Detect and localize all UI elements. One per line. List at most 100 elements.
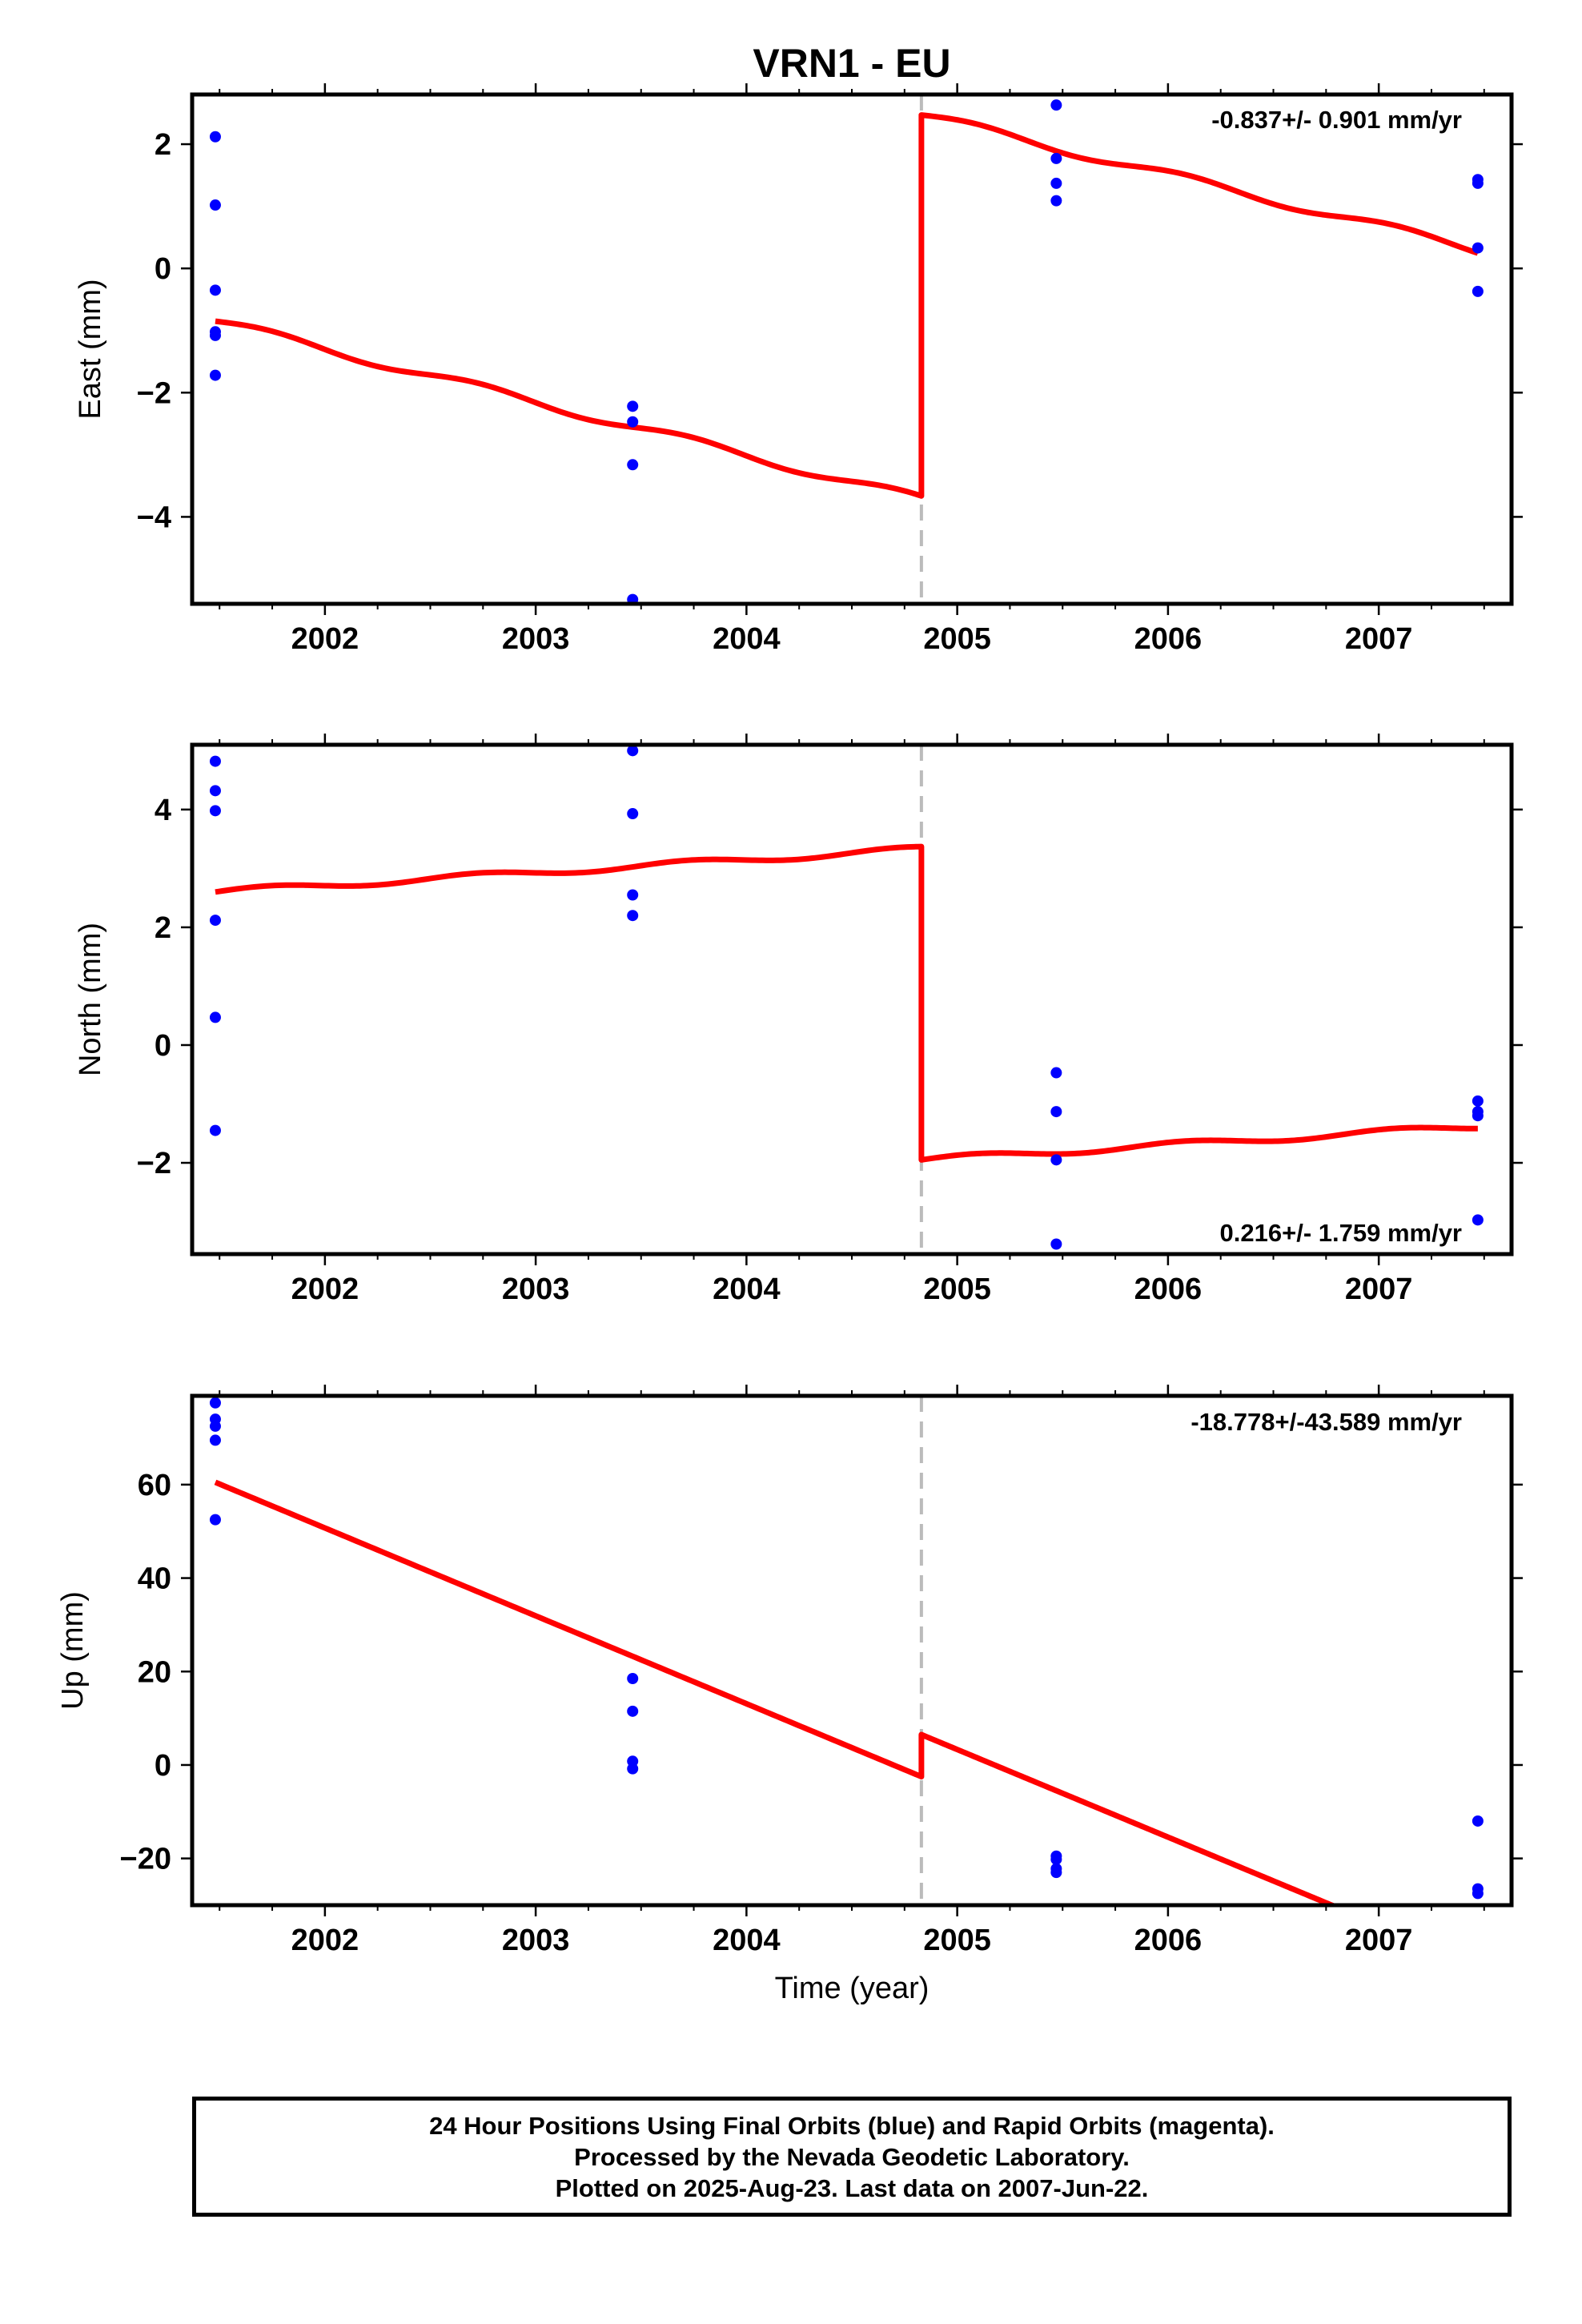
north-data-point [209, 1011, 221, 1023]
north-data-point [1050, 1106, 1062, 1118]
up-data-point [627, 1673, 639, 1685]
up-y-tick-label: 60 [138, 1469, 171, 1502]
up-model-line [214, 1479, 1339, 1905]
east-data-point [1472, 285, 1484, 297]
north-data-point [209, 915, 221, 927]
east-data-point [627, 400, 639, 412]
north-frame [190, 742, 1514, 1256]
north-model-line [215, 843, 1478, 1163]
caption-line-1: 24 Hour Positions Using Final Orbits (bl… [429, 2111, 1275, 2140]
north-data-point [627, 745, 639, 757]
north-panel: North (mm) 0.216+/- 1.759 mm/yr 2002 2003… [74, 734, 1523, 1306]
up-x-tick-label: 2004 [713, 1924, 781, 1957]
up-y-tick-label: 0 [155, 1749, 171, 1783]
north-data-point [1050, 1154, 1062, 1166]
east-x-tick-label: 2004 [713, 622, 781, 656]
north-data-point [1472, 1110, 1484, 1122]
north-ylabel: North (mm) [74, 923, 107, 1076]
north-data-point [209, 755, 221, 767]
east-data-point [209, 369, 221, 381]
north-x-tick-label: 2004 [713, 1273, 781, 1306]
north-x-tick-label: 2002 [291, 1273, 359, 1306]
north-plot-area [209, 745, 1484, 1254]
north-x-tick-label: 2005 [923, 1273, 991, 1306]
east-panel: East (mm) -0.837+/- 0.901 mm/yr 2002 2003… [74, 83, 1523, 656]
east-data-point [1050, 177, 1062, 189]
x-axis-label: Time (year) [775, 1972, 930, 2005]
up-data-point [1472, 1888, 1484, 1900]
east-data-point [1472, 177, 1484, 189]
north-x-tick-label: 2007 [1345, 1273, 1413, 1306]
up-ylabel: Up (mm) [56, 1591, 90, 1710]
up-plot-area [209, 1396, 1484, 1905]
up-y-tick-label: −20 [120, 1843, 171, 1876]
east-data-point [209, 284, 221, 296]
caption-line-3: Plotted on 2025-Aug-23. Last data on 200… [555, 2173, 1149, 2202]
east-y-tick-label: −2 [137, 376, 171, 410]
east-data-point [627, 416, 639, 428]
east-y-tick-label: 2 [155, 128, 171, 162]
east-data-point [627, 593, 639, 604]
up-x-tick-label: 2002 [291, 1924, 359, 1957]
up-data-point [627, 1705, 639, 1717]
east-x-tick-label: 2003 [502, 622, 570, 656]
up-data-point [209, 1434, 221, 1446]
east-y-tick-label: 0 [155, 252, 171, 286]
up-data-point [209, 1514, 221, 1526]
north-rate-label: 0.216+/- 1.759 mm/yr [1220, 1219, 1462, 1247]
up-x-tick-label: 2006 [1134, 1924, 1203, 1957]
figure-title: VRN1 - EU [753, 41, 950, 86]
up-data-point [1050, 1867, 1062, 1879]
east-x-tick-label: 2002 [291, 622, 359, 656]
north-x-tick-label: 2003 [502, 1273, 570, 1306]
east-x-tick-label: 2007 [1345, 622, 1413, 656]
north-data-point [627, 808, 639, 820]
east-data-point [1472, 242, 1484, 254]
caption-box: 24 Hour Positions Using Final Orbits (bl… [192, 2097, 1512, 2217]
north-data-point [1050, 1067, 1062, 1079]
east-y-tick-label: −4 [137, 501, 171, 534]
east-rate-label: -0.837+/- 0.901 mm/yr [1211, 106, 1462, 134]
east-model-line [215, 112, 1479, 499]
east-data-point [1050, 195, 1062, 207]
up-data-point [209, 1420, 221, 1432]
north-x-tick-label: 2006 [1134, 1273, 1203, 1306]
up-x-tick-label: 2003 [502, 1924, 570, 1957]
north-data-point [627, 889, 639, 901]
north-y-tick-label: 2 [155, 911, 171, 945]
north-y-tick-label: 0 [155, 1029, 171, 1063]
up-data-point [1472, 1815, 1484, 1827]
up-data-point [627, 1763, 639, 1775]
caption-line-2: Processed by the Nevada Geodetic Laborat… [574, 2142, 1130, 2171]
up-rate-label: -18.778+/-43.589 mm/yr [1191, 1408, 1462, 1436]
east-x-tick-label: 2005 [923, 622, 991, 656]
east-x-tick-label: 2006 [1134, 622, 1203, 656]
north-data-point [1050, 1238, 1062, 1250]
north-y-tick-label: 4 [155, 794, 171, 827]
up-x-tick-label: 2007 [1345, 1924, 1413, 1957]
north-data-point [209, 785, 221, 797]
east-data-point [209, 329, 221, 341]
east-data-point [1050, 152, 1062, 164]
up-panel: Up (mm) -18.778+/-43.589 mm/yr 2002 2003 2… [56, 1385, 1523, 1957]
north-data-point [1472, 1214, 1484, 1226]
up-frame [190, 1393, 1514, 1908]
east-data-point [209, 131, 221, 143]
east-data-point [1050, 99, 1062, 111]
north-y-tick-label: −2 [137, 1147, 171, 1180]
up-y-tick-label: 20 [138, 1655, 171, 1689]
east-data-point [627, 459, 639, 471]
north-data-point [1472, 1095, 1484, 1107]
east-frame [190, 92, 1514, 606]
up-data-point [209, 1397, 221, 1409]
east-plot-area [209, 94, 1484, 604]
up-x-tick-label: 2005 [923, 1924, 991, 1957]
up-data-point [1050, 1853, 1062, 1865]
up-y-tick-label: 40 [138, 1562, 171, 1596]
north-data-point [209, 1124, 221, 1136]
north-data-point [627, 910, 639, 922]
east-data-point [209, 199, 221, 211]
north-data-point [209, 805, 221, 817]
east-ylabel: East (mm) [74, 279, 107, 419]
